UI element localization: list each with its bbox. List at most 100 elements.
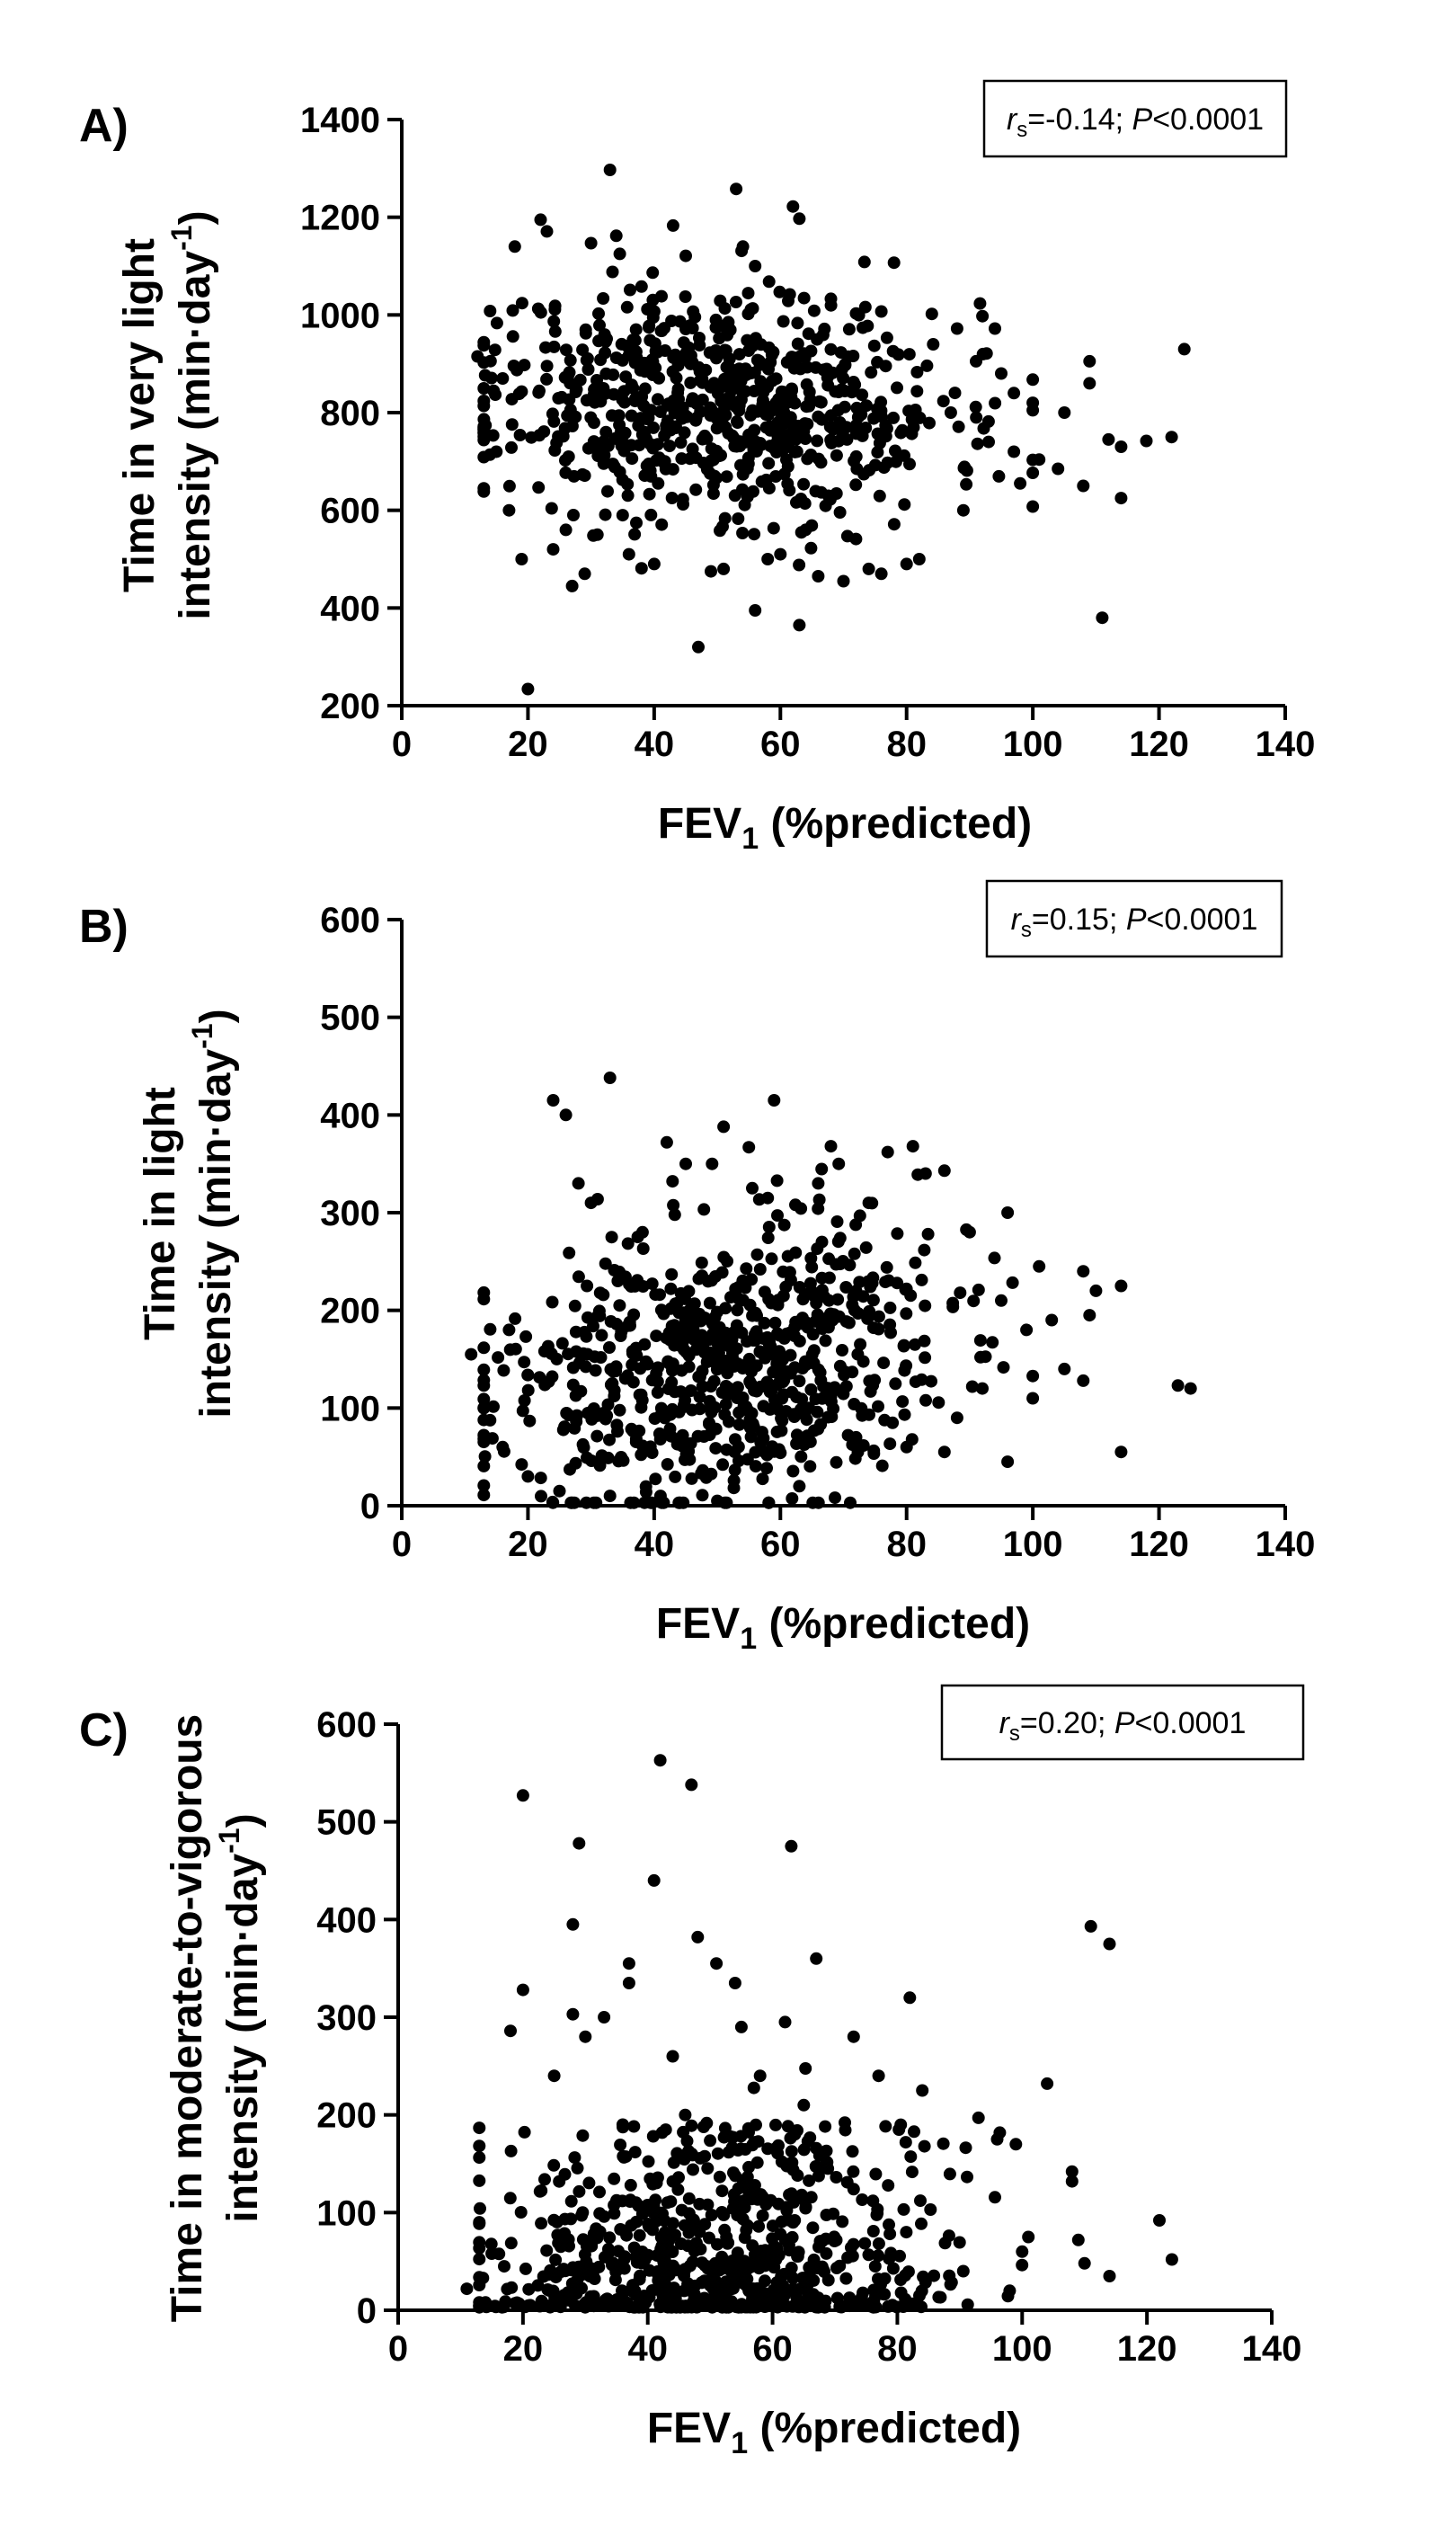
data-point	[780, 453, 793, 467]
data-point	[812, 570, 825, 583]
data-point	[730, 182, 743, 196]
data-point	[503, 1343, 517, 1356]
data-point	[772, 2197, 786, 2210]
data-point	[567, 509, 580, 521]
data-point	[956, 503, 970, 517]
data-point	[653, 371, 666, 385]
data-point	[907, 421, 920, 434]
data-point	[679, 2108, 692, 2121]
data-point	[512, 2297, 526, 2310]
data-point	[759, 2274, 771, 2288]
data-point	[908, 1338, 921, 1351]
data-point	[827, 422, 840, 436]
data-point	[1102, 432, 1115, 446]
data-point	[982, 435, 995, 449]
data-point	[641, 413, 654, 426]
data-point	[894, 2273, 908, 2286]
data-point	[590, 1429, 604, 1443]
data-point	[861, 1312, 874, 1325]
data-point	[1077, 1265, 1090, 1278]
y-axis-title: Time in moderate-to-vigorous intensity (m…	[164, 1714, 267, 2323]
data-point	[558, 2167, 572, 2181]
data-point	[679, 346, 693, 360]
x-tick-label: 120	[1129, 725, 1189, 764]
x-tick-label: 100	[1003, 1525, 1063, 1564]
data-point	[573, 1837, 586, 1850]
data-point	[644, 1440, 657, 1454]
data-point	[689, 414, 703, 427]
data-point	[532, 481, 546, 494]
data-point	[777, 1365, 791, 1378]
data-point	[719, 1398, 732, 1411]
data-point	[513, 429, 527, 441]
data-point	[743, 1298, 757, 1312]
data-point	[1045, 1313, 1059, 1327]
data-point	[518, 359, 531, 372]
data-point	[793, 212, 806, 226]
data-point	[741, 287, 755, 300]
data-point	[546, 1295, 559, 1309]
data-point	[918, 1243, 931, 1257]
data-point	[760, 1462, 773, 1475]
data-point	[847, 2237, 860, 2251]
data-point	[753, 358, 767, 371]
data-point	[769, 396, 783, 410]
data-point	[478, 1450, 492, 1463]
data-point	[717, 2209, 731, 2221]
x-tick-label: 0	[392, 725, 412, 764]
data-point	[740, 1400, 753, 1413]
stats-text: rs=0.15; P<0.0001	[1011, 903, 1258, 942]
data-point	[505, 440, 518, 454]
data-point	[572, 1177, 585, 1190]
data-point	[781, 1250, 795, 1263]
data-point	[766, 1440, 779, 1454]
data-point	[887, 256, 901, 270]
data-point	[912, 553, 926, 565]
data-point	[546, 407, 559, 421]
data-point	[900, 1359, 913, 1373]
data-point	[478, 369, 492, 382]
axes: 0 20 40 60 80 100 120 140 0 100 200 300 400 500 600	[316, 1705, 1301, 2369]
data-point	[652, 476, 665, 490]
data-point	[514, 2206, 528, 2219]
data-point	[504, 2237, 518, 2250]
data-point	[691, 1930, 705, 1944]
data-point	[639, 1355, 653, 1368]
data-point	[556, 1423, 570, 1436]
data-point	[772, 1294, 785, 1307]
data-point	[625, 1280, 638, 1294]
data-point	[757, 1400, 770, 1413]
data-point	[721, 2237, 734, 2250]
data-point	[546, 1370, 559, 1383]
data-point	[763, 420, 777, 433]
data-point	[559, 466, 573, 479]
data-point	[715, 2184, 729, 2198]
data-point	[748, 2136, 761, 2149]
data-point	[692, 640, 705, 654]
data-point	[653, 451, 666, 465]
data-point	[688, 1297, 701, 1311]
data-point	[937, 395, 950, 408]
data-point	[772, 2139, 785, 2152]
data-point	[824, 342, 838, 356]
data-point	[630, 516, 643, 529]
data-point	[505, 418, 519, 431]
data-point	[961, 2298, 974, 2311]
data-point	[497, 1364, 510, 1377]
data-point	[625, 1422, 638, 1436]
data-point	[664, 1282, 678, 1295]
data-point	[687, 2163, 699, 2176]
data-point	[634, 363, 647, 377]
y-tick-label: 200	[316, 2096, 377, 2136]
data-point	[788, 2214, 802, 2227]
data-point	[647, 1873, 661, 1887]
data-point	[579, 2030, 592, 2043]
data-point	[804, 449, 818, 461]
data-point	[871, 402, 884, 415]
data-point	[607, 368, 620, 381]
data-point	[686, 1403, 698, 1417]
data-point	[900, 1282, 913, 1295]
data-point	[655, 2252, 669, 2265]
data-point	[786, 1492, 799, 1505]
data-point	[710, 412, 724, 425]
